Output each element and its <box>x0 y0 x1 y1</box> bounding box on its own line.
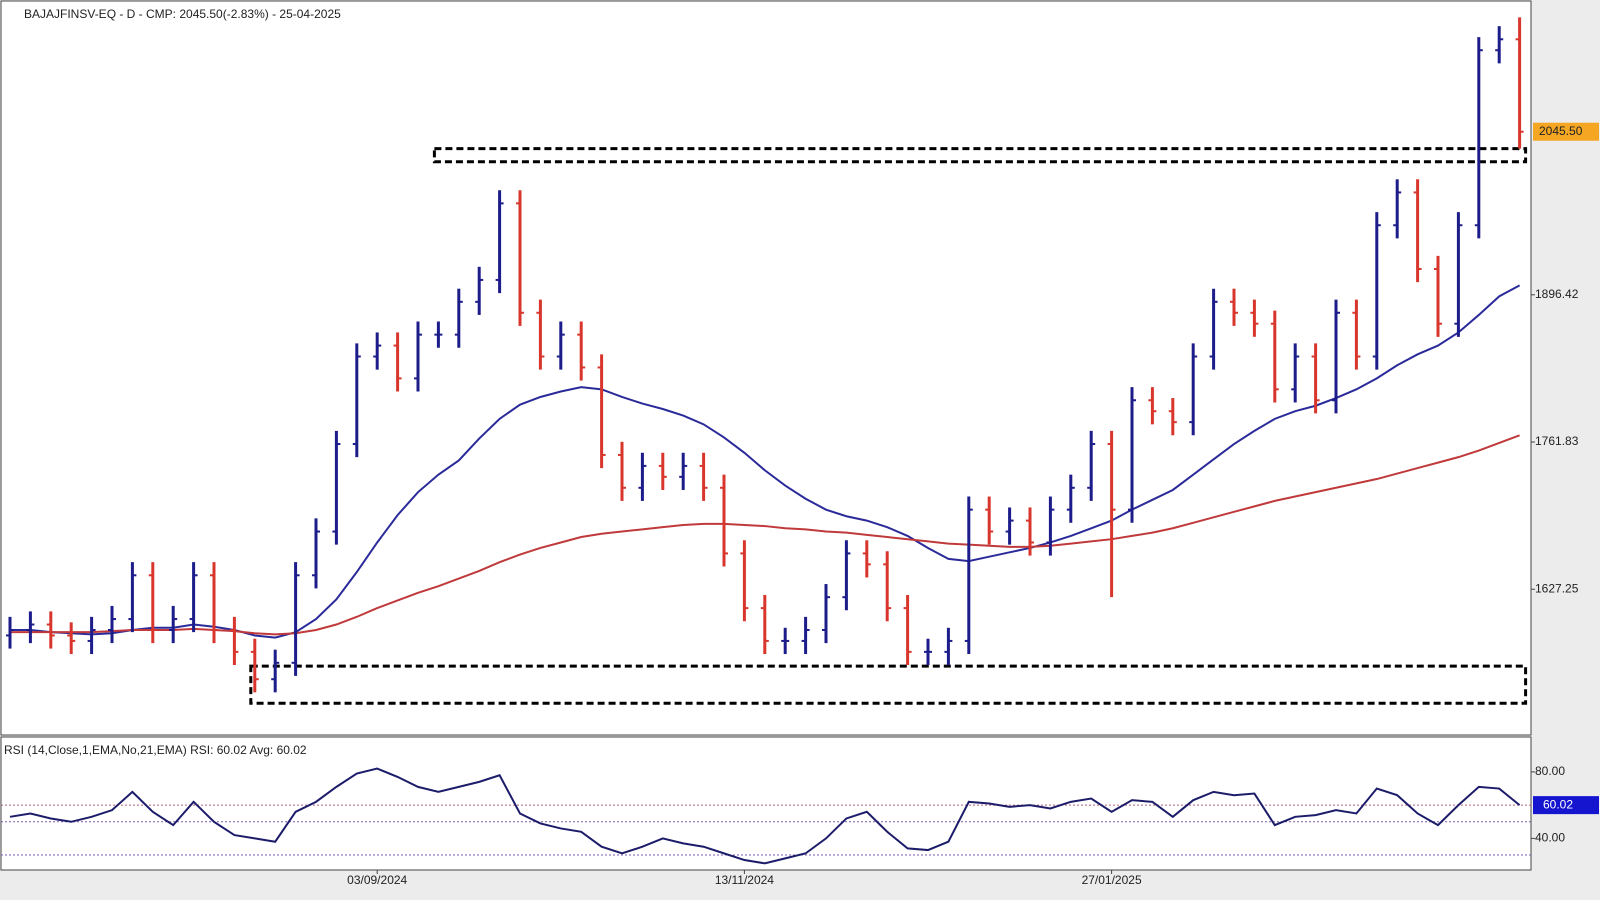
rsi-tag <box>1533 796 1599 815</box>
rsi-title: RSI (14,Close,1,EMA,No,21,EMA) RSI: 60.0… <box>4 743 307 757</box>
x-tick-label: 27/01/2025 <box>1082 873 1142 887</box>
moving-average <box>10 434 1520 636</box>
rsi-tick-label: 80.00 <box>1535 764 1565 778</box>
rsi-pane <box>0 736 1532 871</box>
rsi-line <box>9 767 1521 865</box>
price-zone <box>249 664 1528 705</box>
x-tick-label: 13/11/2024 <box>715 873 774 887</box>
x-tick-label: 03/09/2024 <box>347 873 407 887</box>
moving-average <box>10 284 1521 639</box>
y-tick-label: 1896.42 <box>1535 287 1579 301</box>
chart-title: BAJAJFINSV-EQ - D - CMP: 2045.50(-2.83%)… <box>24 7 341 21</box>
y-tick-label: 1627.25 <box>1535 581 1579 595</box>
rsi-tick-label: 40.00 <box>1535 831 1565 845</box>
last-price-label: 2045.50 <box>1539 124 1583 138</box>
y-tick-label: 1761.83 <box>1535 434 1579 448</box>
rsi-tag-label: 60.02 <box>1543 797 1573 811</box>
last-price-tag <box>1533 122 1599 141</box>
price-zone <box>432 147 1528 164</box>
